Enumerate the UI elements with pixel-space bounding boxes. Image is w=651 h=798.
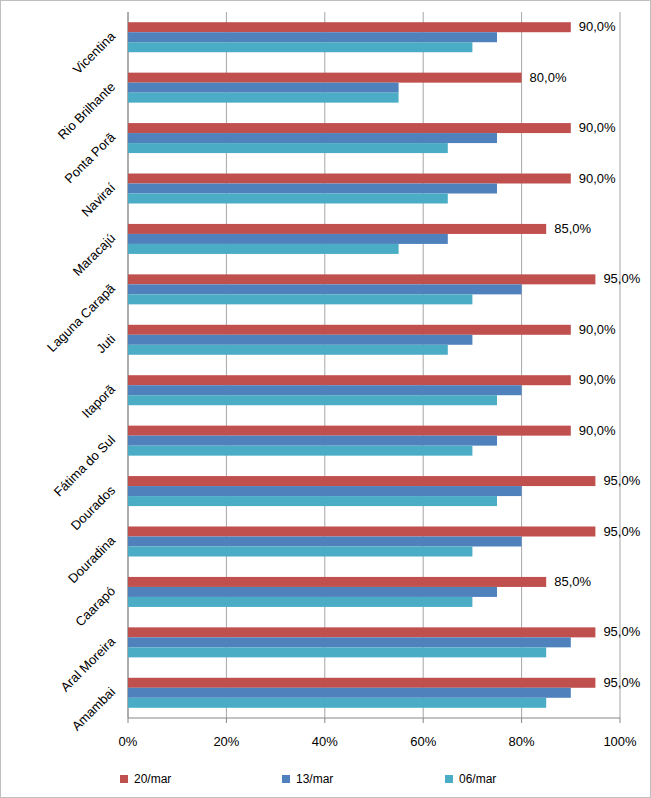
tick-mark	[324, 718, 325, 723]
bar	[128, 93, 399, 103]
data-label: 95,0%	[603, 473, 640, 488]
tick-mark	[620, 718, 621, 723]
bar	[128, 385, 522, 395]
bar	[128, 224, 546, 234]
bar	[128, 294, 472, 304]
legend-swatch	[282, 775, 290, 783]
grid-line	[324, 12, 325, 718]
bar	[128, 537, 522, 547]
bar	[128, 32, 497, 42]
bar	[128, 476, 595, 486]
tick-mark	[128, 718, 129, 723]
grid-line	[423, 12, 424, 718]
data-label: 90,0%	[579, 423, 616, 438]
category-label: Aral Moreira	[57, 633, 118, 694]
data-label: 90,0%	[579, 322, 616, 337]
bar	[128, 577, 546, 587]
category-label: Douradina	[65, 532, 119, 586]
bar	[128, 688, 571, 698]
data-label: 90,0%	[579, 120, 616, 135]
legend-swatch	[120, 775, 128, 783]
bar	[128, 446, 472, 456]
bar	[128, 627, 595, 637]
category-axis	[128, 12, 129, 718]
tick-label: 60%	[410, 734, 436, 749]
tick-mark	[226, 718, 227, 723]
bar	[128, 184, 497, 194]
bar	[128, 284, 522, 294]
legend-swatch	[445, 775, 453, 783]
bar	[128, 274, 595, 284]
legend-label: 20/mar	[134, 772, 171, 786]
bar	[128, 22, 571, 32]
bar	[128, 143, 448, 153]
bar	[128, 486, 522, 496]
category-label: Caarapó	[72, 583, 118, 629]
bar	[128, 174, 571, 184]
bar	[128, 496, 497, 506]
category-label: Vicentina	[70, 28, 119, 77]
grid-line	[128, 12, 129, 718]
labels: 90,0%Vicentina80,0%Rio Brilhante90,0%Pon…	[44, 19, 641, 734]
bar	[128, 335, 472, 345]
legend: 20/mar 13/mar 06/mar	[120, 772, 496, 786]
bar	[128, 647, 546, 657]
data-label: 95,0%	[603, 524, 640, 539]
legend-label: 06/mar	[459, 772, 496, 786]
tick-label: 80%	[509, 734, 535, 749]
value-axis	[128, 718, 620, 719]
data-label: 95,0%	[603, 271, 640, 286]
category-label: Dourados	[68, 482, 119, 533]
tick-label: 40%	[312, 734, 338, 749]
chart: 0%20%40%60%80%100%90,0%Vicentina80,0%Rio…	[0, 0, 651, 798]
data-label: 90,0%	[579, 19, 616, 34]
data-label: 80,0%	[530, 70, 567, 85]
bar	[128, 547, 472, 557]
data-label: 95,0%	[603, 624, 640, 639]
bars	[128, 22, 595, 708]
bar	[128, 637, 571, 647]
grid-line	[521, 12, 522, 718]
data-label: 90,0%	[579, 171, 616, 186]
tick-label: 100%	[603, 734, 637, 749]
bar	[128, 597, 472, 607]
grid-line	[620, 12, 621, 718]
category-label: Juti	[93, 331, 118, 356]
data-label: 95,0%	[603, 675, 640, 690]
tick-mark	[521, 718, 522, 723]
legend-label: 13/mar	[296, 772, 333, 786]
chart-border	[1, 1, 651, 798]
grid-line	[226, 12, 227, 718]
category-label: Maracajú	[70, 230, 118, 278]
bar	[128, 395, 497, 405]
bar	[128, 426, 571, 436]
category-label: Amambai	[69, 684, 119, 734]
bar	[128, 83, 399, 93]
bar	[128, 527, 595, 537]
tick-label: 0%	[119, 734, 138, 749]
tick-label: 20%	[213, 734, 239, 749]
data-label: 90,0%	[579, 372, 616, 387]
bar	[128, 123, 571, 133]
bar	[128, 375, 571, 385]
bar	[128, 42, 472, 52]
bar	[128, 325, 571, 335]
category-label: Ponta Porã	[62, 129, 119, 186]
bar	[128, 698, 546, 708]
bar	[128, 234, 448, 244]
bar	[128, 244, 399, 254]
category-label: Itaporã	[79, 381, 119, 421]
data-label: 85,0%	[554, 221, 591, 236]
bar	[128, 345, 448, 355]
bar	[128, 194, 448, 204]
bar	[128, 73, 522, 83]
bar	[128, 133, 497, 143]
bar	[128, 678, 595, 688]
category-label: Naviraí	[78, 180, 118, 220]
bar	[128, 587, 497, 597]
bar	[128, 436, 497, 446]
tick-mark	[423, 718, 424, 723]
data-label: 85,0%	[554, 574, 591, 589]
